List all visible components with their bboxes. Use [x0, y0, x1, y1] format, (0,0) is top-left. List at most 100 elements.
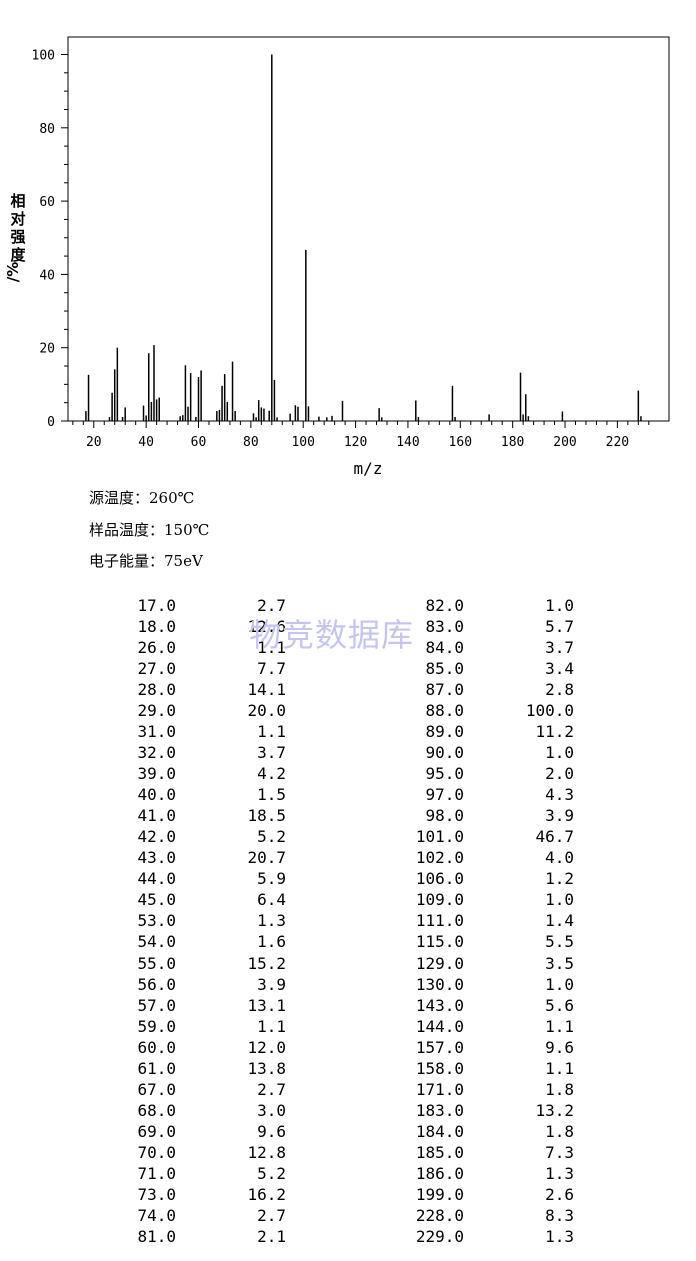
table-intensity-cell: 5.2 [257, 827, 286, 847]
table-intensity-cell: 15.2 [247, 953, 286, 973]
table-intensity-cell: 7.3 [545, 1142, 574, 1162]
table-intensity-cell: 1.1 [545, 1016, 574, 1036]
table-intensity-cell: 2.1 [257, 1226, 286, 1246]
x-tick-label: 80 [243, 435, 259, 450]
table-mz-cell: 42.0 [137, 827, 176, 847]
table-mz-cell: 83.0 [425, 617, 464, 637]
table-intensity-cell: 3.4 [545, 659, 574, 679]
table-mz-cell: 67.0 [137, 1079, 176, 1099]
table-mz-cell: 144.0 [415, 1016, 464, 1036]
table-mz-cell: 56.0 [137, 974, 176, 994]
table-intensity-cell: 1.4 [545, 911, 574, 931]
table-mz-cell: 101.0 [415, 827, 464, 847]
table-mz-cell: 111.0 [415, 911, 464, 931]
plot-frame [67, 36, 670, 422]
x-tick-label: 160 [449, 435, 472, 450]
table-intensity-cell: 100.0 [525, 701, 574, 721]
table-mz-cell: 39.0 [137, 764, 176, 784]
table-intensity-cell: 2.6 [545, 1184, 574, 1204]
table-intensity-cell: 5.2 [257, 1163, 286, 1183]
table-intensity-cell: 1.8 [545, 1079, 574, 1099]
table-mz-cell: 186.0 [415, 1163, 464, 1183]
table-mz-cell: 143.0 [415, 995, 464, 1015]
y-axis: 0 20 40 60 80 100 [32, 49, 68, 430]
table-intensity-cell: 11.2 [535, 722, 574, 742]
table-intensity-cell: 2.8 [545, 680, 574, 700]
x-axis-label: m/z [354, 459, 383, 478]
table-intensity-cell: 3.7 [545, 638, 574, 658]
table-mz-cell: 55.0 [137, 953, 176, 973]
table-mz-cell: 57.0 [137, 995, 176, 1015]
table-intensity-cell: 5.7 [545, 617, 574, 637]
y-tick-label: 60 [39, 195, 55, 210]
table-mz-cell: 199.0 [415, 1184, 464, 1204]
table-mz-cell: 158.0 [415, 1058, 464, 1078]
y-axis-label-char: 强 [10, 228, 25, 246]
table-mz-cell: 43.0 [137, 848, 176, 868]
table-intensity-cell: 1.1 [257, 1016, 286, 1036]
table-intensity-cell: 3.0 [257, 1100, 286, 1120]
table-intensity-cell: 5.6 [545, 995, 574, 1015]
table-mz-cell: 228.0 [415, 1205, 464, 1225]
table-intensity-cell: 8.3 [545, 1205, 574, 1225]
x-tick-label: 20 [86, 435, 102, 450]
x-tick-label: 40 [138, 435, 154, 450]
table-mz-cell: 97.0 [425, 785, 464, 805]
table-mz-cell: 157.0 [415, 1037, 464, 1057]
table-mz-cell: 171.0 [415, 1079, 464, 1099]
table-mz-cell: 31.0 [137, 722, 176, 742]
table-mz-cell: 184.0 [415, 1121, 464, 1141]
y-tick-label: 100 [32, 49, 55, 64]
table-mz-cell: 32.0 [137, 743, 176, 763]
watermark: 物竞数据库 [249, 616, 415, 654]
table-mz-cell: 45.0 [137, 890, 176, 910]
table-mz-cell: 70.0 [137, 1142, 176, 1162]
table-intensity-cell: 46.7 [535, 827, 574, 847]
table-intensity-cell: 1.0 [545, 974, 574, 994]
peak-series [85, 54, 642, 421]
table-intensity-cell: 12.8 [247, 1142, 286, 1162]
table-mz-cell: 115.0 [415, 932, 464, 952]
x-tick-label: 120 [344, 435, 367, 450]
table-mz-cell: 85.0 [425, 659, 464, 679]
table-intensity-cell: 1.0 [545, 890, 574, 910]
y-axis-label-char: 度 [10, 246, 26, 264]
y-tick-label: 0 [47, 415, 55, 430]
table-intensity-cell: 4.0 [545, 848, 574, 868]
table-mz-cell: 185.0 [415, 1142, 464, 1162]
table-mz-cell: 69.0 [137, 1121, 176, 1141]
table-mz-cell: 95.0 [425, 764, 464, 784]
table-mz-cell: 17.0 [137, 596, 176, 615]
table-intensity-cell: 20.0 [247, 701, 286, 721]
table-mz-cell: 89.0 [425, 722, 464, 742]
table-mz-cell: 28.0 [137, 680, 176, 700]
x-tick-label: 200 [553, 435, 576, 450]
table-intensity-cell: 13.1 [247, 995, 286, 1015]
table-mz-cell: 102.0 [415, 848, 464, 868]
table-intensity-cell: 7.7 [257, 659, 286, 679]
y-axis-label: 相 对 强 度 /% [4, 192, 26, 282]
x-tick-label: 100 [291, 435, 314, 450]
electron-energy: 电子能量：75eV [89, 552, 203, 570]
table-intensity-cell: 4.2 [257, 764, 286, 784]
table-intensity-cell: 4.3 [545, 785, 574, 805]
table-mz-cell: 88.0 [425, 701, 464, 721]
table-intensity-cell: 13.8 [247, 1058, 286, 1078]
source-temperature: 源温度：260℃ [89, 489, 195, 507]
y-axis-label-char: 对 [10, 210, 25, 228]
table-intensity-cell: 18.5 [247, 806, 286, 826]
table-mz-cell: 59.0 [137, 1016, 176, 1036]
table-intensity-cell: 1.1 [545, 1058, 574, 1078]
table-mz-cell: 109.0 [415, 890, 464, 910]
table-intensity-cell: 1.6 [257, 932, 286, 952]
table-mz-cell: 18.0 [137, 617, 176, 637]
table-intensity-cell: 12.6 [247, 617, 286, 637]
table-mz-cell: 74.0 [137, 1205, 176, 1225]
table-intensity-cell: 14.1 [247, 680, 286, 700]
y-tick-label: 20 [39, 342, 55, 357]
table-intensity-cell: 9.6 [257, 1121, 286, 1141]
table-intensity-cell: 2.7 [257, 1079, 286, 1099]
table-mz-cell: 84.0 [425, 638, 464, 658]
x-tick-label: 180 [501, 435, 524, 450]
